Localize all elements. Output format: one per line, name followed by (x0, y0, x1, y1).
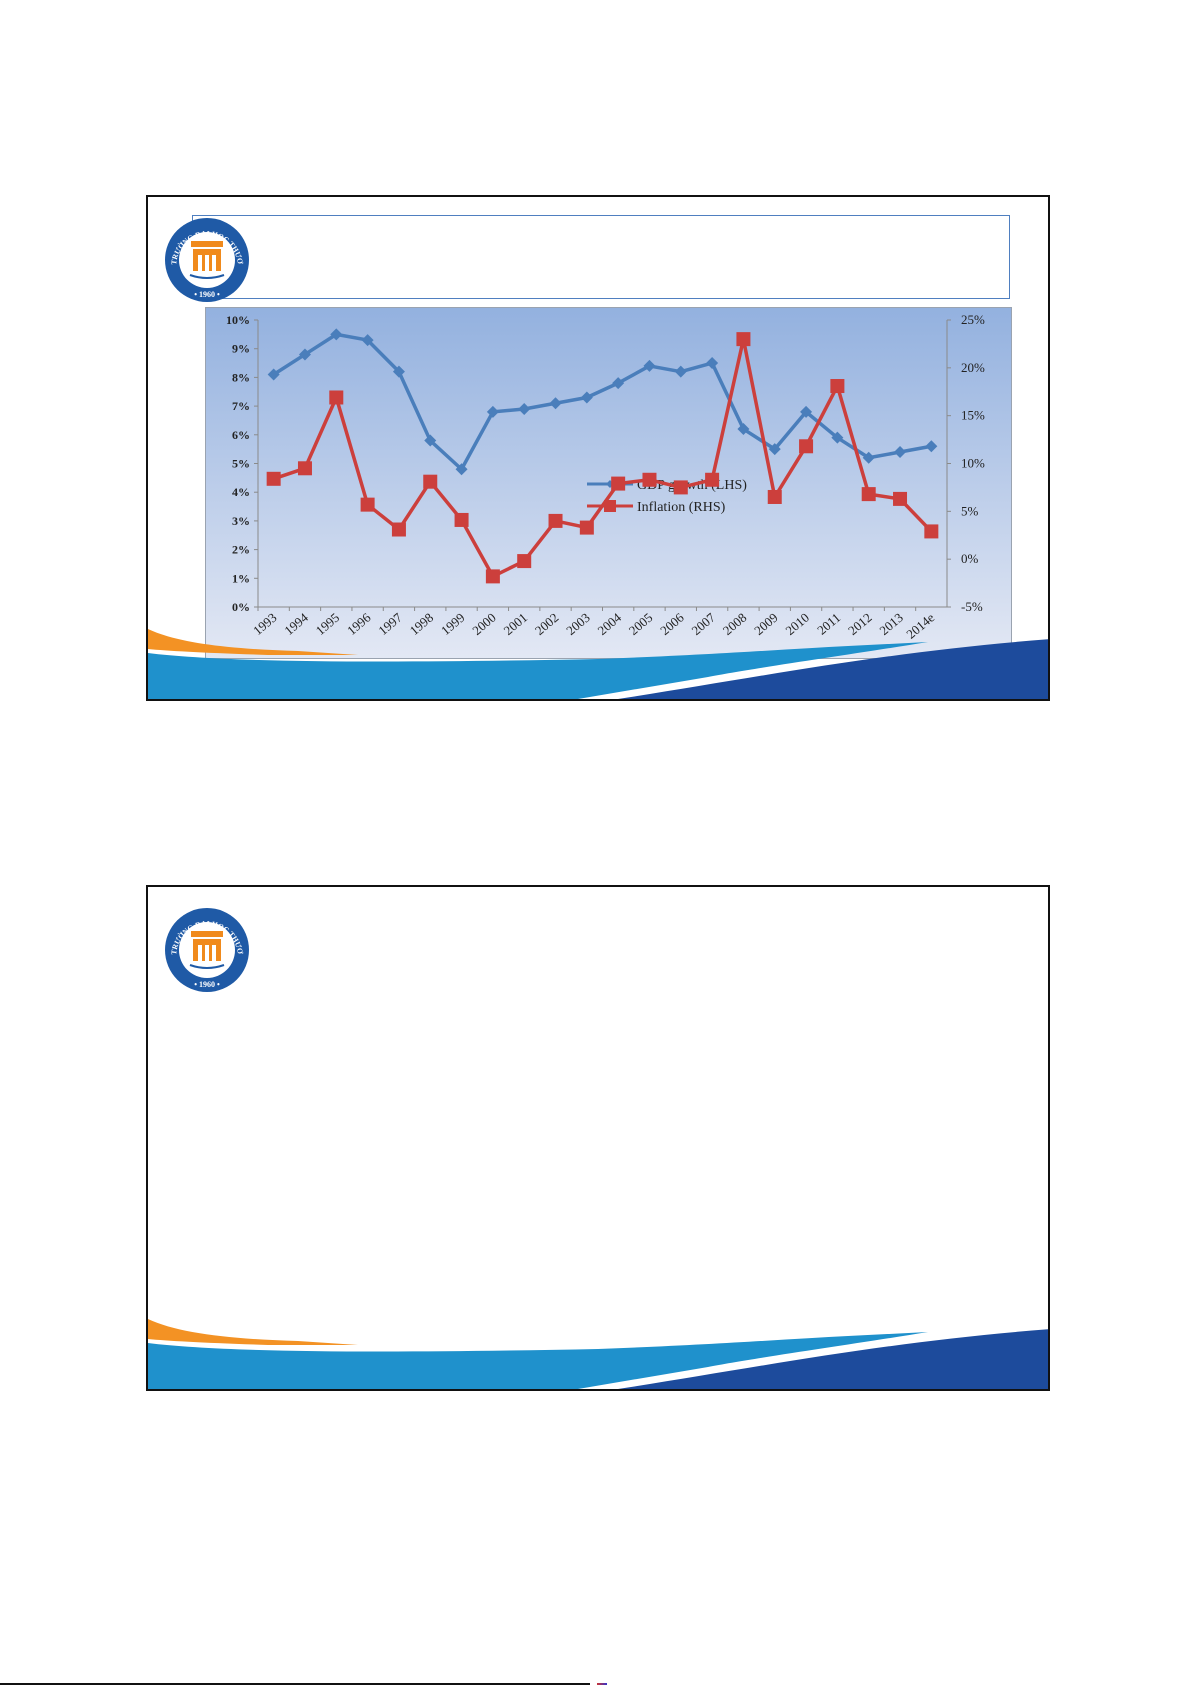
gdp-point (361, 334, 374, 347)
inflation-point (517, 554, 532, 569)
right-tick-label: -5% (961, 599, 983, 614)
inflation-point (485, 569, 500, 584)
gdp-point (674, 365, 687, 378)
gdp-point (925, 440, 938, 453)
chart-background (205, 307, 1012, 659)
left-tick-label: 7% (232, 399, 250, 413)
left-tick-label: 2% (232, 543, 250, 557)
logo-column (198, 255, 202, 271)
gdp-point (424, 434, 437, 447)
logo-building-roof (191, 241, 223, 247)
footer-waves (148, 1319, 1048, 1389)
gdp-point (831, 431, 844, 444)
orange-wave (148, 629, 358, 655)
logo-building-roof (191, 931, 223, 937)
logo-book (189, 274, 225, 279)
legend-marker (604, 500, 616, 512)
gdp-point (298, 348, 311, 361)
title-box (192, 215, 1010, 299)
right-tick-label: 10% (961, 456, 985, 471)
inflation-point (736, 332, 751, 347)
inflation-point (329, 390, 344, 405)
right-tick-label: 20% (961, 360, 985, 375)
gdp-line (272, 332, 932, 471)
footer-waves (148, 629, 1048, 699)
page-footer-mark (597, 1683, 607, 1685)
gdp-point (580, 391, 593, 404)
left-tick-label: 10% (226, 313, 250, 327)
inflation-point (423, 474, 438, 489)
gdp-point (518, 402, 531, 415)
light-blue-wave (148, 1332, 928, 1389)
light-blue-wave (148, 642, 928, 699)
logo-year: • 1960 • (194, 980, 220, 989)
inflation-point (924, 524, 939, 539)
slide-1: TRƯỜNG ĐẠI HỌC THƯƠNG MẠI• 1960 • 0% 1% 2%… (146, 195, 1050, 701)
right-tick-label: 25% (961, 312, 985, 327)
inflation-point (893, 491, 908, 506)
inflation-point (642, 472, 657, 487)
inflation-point (673, 480, 688, 495)
gdp-point (612, 377, 625, 390)
dark-blue-wave (618, 639, 1048, 699)
gdp-point (800, 405, 813, 418)
logo-column (212, 945, 216, 961)
chart-panel: 0% 1% 2% 3% 4% 5% 6% 7% 8% 9% 10% -5% 0% 5% 10% 15% 20% 2… (205, 307, 1012, 659)
logo-column (198, 945, 202, 961)
logo-column (212, 255, 216, 271)
orange-wave (148, 1319, 358, 1345)
left-tick-label: 5% (232, 457, 250, 471)
inflation-point (611, 476, 626, 491)
slide-2: TRƯỜNG ĐẠI HỌC THƯƠNG MẠI• 1960 • (146, 885, 1050, 1391)
right-tick-label: 15% (961, 408, 985, 423)
inflation-point (767, 489, 782, 504)
inflation-point (579, 520, 594, 535)
gdp-point (643, 359, 656, 372)
inflation-point (454, 512, 469, 527)
left-tick-label: 0% (232, 600, 250, 614)
left-tick-label: 8% (232, 370, 250, 384)
inflation-point (548, 513, 563, 528)
gdp-point (267, 368, 280, 381)
gdp-point (737, 423, 750, 436)
gdp-point (768, 443, 781, 456)
logo-book (189, 964, 225, 969)
left-tick-label: 3% (232, 514, 250, 528)
logo-year: • 1960 • (194, 290, 220, 299)
logo-column (205, 255, 209, 271)
inflation-point (266, 471, 281, 486)
gdp-point (486, 405, 499, 418)
gdp-point (330, 328, 343, 341)
gdp-point (455, 463, 468, 476)
inflation-point (360, 497, 375, 512)
gdp-point (549, 397, 562, 410)
left-tick-label: 4% (232, 485, 250, 499)
gdp-point (862, 451, 875, 464)
gdp-point (894, 446, 907, 459)
right-tick-label: 0% (961, 551, 979, 566)
inflation-point (861, 487, 876, 502)
right-tick-label: 5% (961, 503, 979, 518)
logo-column (205, 945, 209, 961)
left-tick-label: 1% (232, 571, 250, 585)
inflation-point (391, 522, 406, 537)
university-logo: TRƯỜNG ĐẠI HỌC THƯƠNG MẠI• 1960 • (164, 907, 249, 992)
inflation-point (799, 439, 814, 454)
gdp-inflation-chart: 0% 1% 2% 3% 4% 5% 6% 7% 8% 9% 10% -5% 0% 5% 10% 15% 20% 2… (205, 307, 1012, 659)
legend-label: Inflation (RHS) (637, 500, 726, 515)
gdp-point (706, 357, 719, 370)
left-tick-label: 9% (232, 342, 250, 356)
inflation-point (830, 379, 845, 394)
inflation-point (705, 472, 720, 487)
dark-blue-wave (618, 1329, 1048, 1389)
left-tick-label: 6% (232, 428, 250, 442)
gdp-point (392, 365, 405, 378)
page-footer-line (0, 1683, 590, 1685)
university-logo: TRƯỜNG ĐẠI HỌC THƯƠNG MẠI• 1960 • (164, 217, 249, 302)
inflation-point (297, 461, 312, 476)
